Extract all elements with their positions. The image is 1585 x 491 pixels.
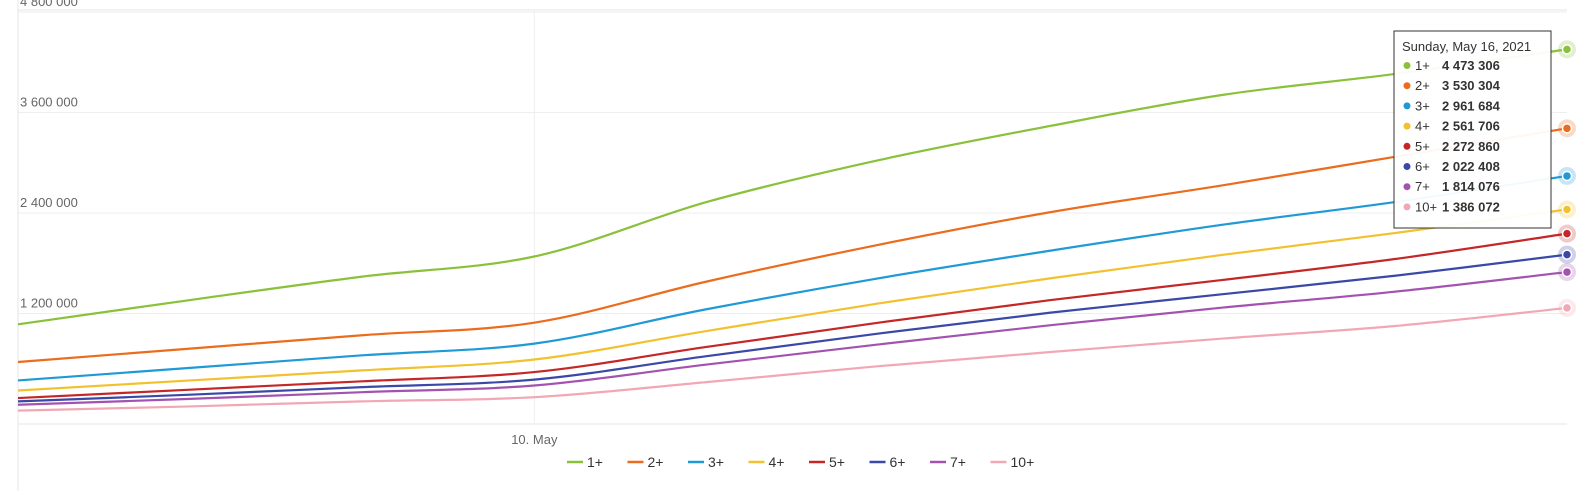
legend-label: 6+ (890, 454, 906, 470)
grid (17, 0, 1567, 491)
series-line-7[interactable] (17, 306, 1568, 412)
hover-point-5 (1561, 249, 1573, 260)
hover-point-2 (1561, 170, 1573, 182)
tooltip-dot-1 (1403, 82, 1411, 90)
tooltip-series-name: 4+ (1415, 119, 1430, 134)
tooltip-dot-0 (1403, 62, 1411, 69)
legend-item-2[interactable]: 3+ (688, 454, 724, 470)
tooltip-series-value: 2 272 860 (1442, 139, 1500, 154)
x-axis: 10. May (511, 432, 558, 447)
series-line-3[interactable] (17, 208, 1568, 392)
tooltip-dot-4 (1403, 142, 1411, 150)
x-tick-label: 10. May (511, 432, 558, 447)
y-tick-label: 3 600 000 (20, 95, 78, 110)
legend-label: 7+ (950, 454, 966, 470)
legend-item-3[interactable]: 4+ (748, 454, 785, 470)
tooltip: Sunday, May 16, 2021 1+ 4 473 306 2+ 3 530 3… (1393, 30, 1552, 229)
tooltip-dot-5 (1403, 163, 1411, 170)
y-tick-label: 4 800 000 (20, 0, 78, 9)
tooltip-dot-2 (1403, 102, 1411, 110)
y-tick-label: 1 200 000 (20, 296, 78, 311)
tooltip-series-name: 7+ (1415, 179, 1430, 194)
series-line-6[interactable] (17, 270, 1568, 406)
tooltip-header: Sunday, May 16, 2021 (1402, 39, 1531, 54)
legend-item-6[interactable]: 7+ (930, 454, 966, 470)
tooltip-series-name: 2+ (1415, 78, 1430, 93)
hover-point-7 (1561, 302, 1573, 314)
tooltip-series-value: 1 386 072 (1442, 199, 1500, 214)
series-line-5[interactable] (17, 253, 1568, 403)
series-line-4[interactable] (17, 232, 1568, 400)
tooltip-series-value: 2 961 684 (1442, 98, 1501, 113)
legend[interactable]: 1+ 2+ 3+ 4+ 5+ 6+ 7+ 10+ (567, 454, 1034, 470)
hover-point-1 (1561, 123, 1573, 134)
tooltip-series-name: 6+ (1415, 159, 1430, 174)
legend-item-5[interactable]: 6+ (869, 454, 906, 470)
tooltip-dot-6 (1403, 183, 1411, 191)
series-line-1[interactable] (17, 127, 1568, 364)
series-lines[interactable] (17, 48, 1568, 412)
y-tick-label: 2 400 000 (20, 195, 78, 210)
tooltip-series-value: 2 561 706 (1442, 119, 1500, 134)
tooltip-series-name: 3+ (1415, 98, 1430, 113)
y-axis: 4 800 000 3 600 000 2 400 000 1 200 000 (20, 0, 78, 311)
tooltip-box (1393, 30, 1552, 229)
legend-item-4[interactable]: 5+ (809, 454, 845, 470)
hover-markers (1558, 40, 1576, 317)
tooltip-series-value: 2 022 408 (1442, 159, 1500, 174)
legend-label: 5+ (829, 454, 845, 470)
tooltip-series-name: 5+ (1415, 139, 1430, 154)
hover-point-3 (1561, 204, 1573, 215)
tooltip-dot-7 (1403, 203, 1411, 211)
tooltip-series-name: 1+ (1415, 58, 1430, 73)
legend-item-0[interactable]: 1+ (567, 454, 603, 470)
series-line-2[interactable] (17, 174, 1568, 382)
legend-label: 1+ (587, 454, 603, 470)
legend-item-7[interactable]: 10+ (990, 454, 1035, 470)
legend-label: 10+ (1011, 454, 1035, 470)
tooltip-series-value: 1 814 076 (1442, 179, 1500, 194)
tooltip-series-name: 10+ (1415, 199, 1437, 214)
legend-label: 3+ (708, 454, 724, 470)
hover-point-4 (1561, 228, 1573, 239)
tooltip-dot-3 (1403, 122, 1411, 130)
hover-point-0 (1561, 44, 1573, 55)
hover-point-6 (1561, 266, 1573, 278)
legend-label: 4+ (769, 454, 785, 470)
legend-item-1[interactable]: 2+ (627, 454, 664, 470)
legend-label: 2+ (648, 454, 664, 470)
tooltip-series-value: 4 473 306 (1442, 58, 1500, 73)
tooltip-series-value: 3 530 304 (1442, 78, 1501, 93)
series-line-0[interactable] (17, 48, 1568, 326)
